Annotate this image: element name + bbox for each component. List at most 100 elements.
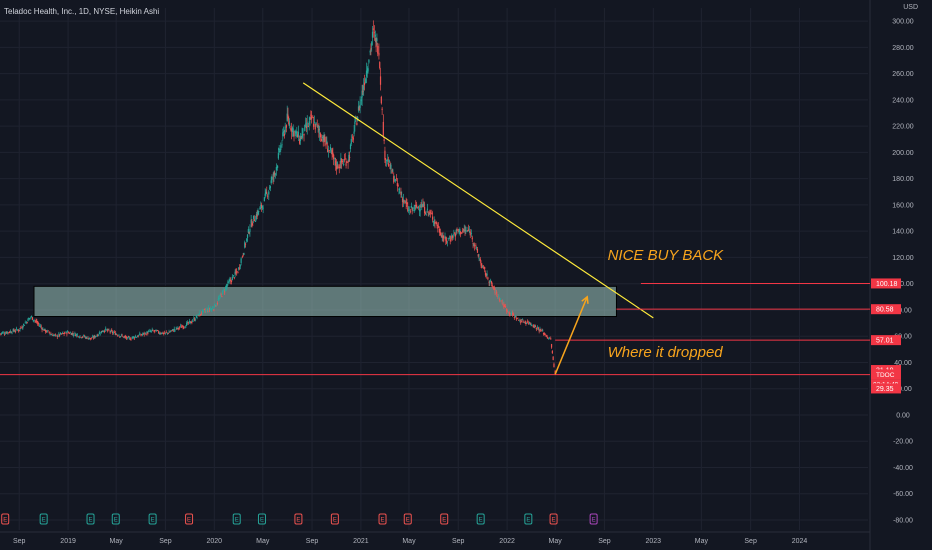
candle-body [363, 82, 366, 86]
candle-body [244, 242, 246, 248]
earnings-event-letter: E [151, 518, 155, 524]
candle-body [511, 312, 513, 314]
candle-body [282, 132, 284, 137]
y-tick-label: 40.00 [894, 360, 912, 367]
candle-body [336, 161, 338, 167]
candle-body [455, 229, 457, 233]
candle-body [507, 310, 509, 312]
candle-body [230, 280, 233, 283]
candle-body [200, 314, 202, 315]
candle-body [224, 287, 227, 291]
candle-body [69, 332, 72, 334]
earnings-event-icon [232, 513, 241, 525]
candle-body [210, 308, 213, 310]
candle-body [520, 321, 523, 323]
candle-body [371, 31, 374, 38]
candle-body [291, 128, 293, 132]
earnings-event-icon [1, 513, 10, 525]
candle-body [353, 131, 355, 134]
candle-body [229, 280, 231, 281]
y-tick-label: -20.00 [893, 439, 913, 446]
candle-body [513, 317, 515, 318]
candle-body [330, 150, 332, 151]
earnings-event-icon [378, 513, 387, 525]
candle-body [45, 330, 47, 333]
candle-body [401, 195, 403, 197]
candle-body [402, 199, 404, 202]
candle-body [97, 334, 100, 336]
candle-body [122, 336, 124, 338]
x-tick-label: 2022 [499, 538, 515, 545]
candle-body [129, 338, 131, 340]
earnings-event-letter: E [442, 518, 446, 524]
candle-body [158, 333, 161, 334]
candle-body [254, 220, 257, 222]
candle-body [3, 333, 6, 335]
candle-body [278, 148, 280, 150]
candle-body [78, 336, 80, 338]
candle-body [373, 32, 376, 34]
candle-body [476, 247, 478, 248]
candle-body [115, 333, 117, 335]
candle-body [227, 281, 229, 284]
candle-body [313, 121, 316, 123]
candle-body [233, 277, 235, 279]
earnings-event-letter: E [526, 518, 530, 524]
candle-body [403, 200, 405, 203]
x-tick-label: May [549, 538, 563, 545]
earnings-event-icon [294, 513, 303, 525]
candle-body [366, 70, 368, 74]
candle-body [79, 335, 81, 337]
candle-body [162, 332, 164, 334]
candle-body [171, 330, 173, 331]
earnings-event-letter: E [114, 518, 118, 524]
candle-body [61, 333, 63, 335]
candle-body [70, 333, 72, 336]
candle-body [138, 334, 140, 336]
candle-body [506, 308, 508, 312]
candle-body [544, 333, 546, 335]
candle-body [216, 304, 218, 306]
candle-body [351, 136, 354, 138]
candle-body [359, 101, 361, 109]
candle-body [198, 315, 200, 317]
candle-body [268, 187, 271, 189]
candle-body [84, 336, 86, 338]
candle-body [528, 321, 531, 323]
candle-body [465, 230, 467, 232]
candle-body [427, 211, 429, 213]
candle-body [327, 150, 330, 152]
candle-body [33, 320, 35, 321]
candle-body [286, 113, 288, 121]
candle-body [385, 158, 387, 161]
x-tick-label: May [695, 538, 709, 545]
candle-body [492, 287, 495, 289]
candle-body [23, 325, 26, 326]
candle-body [263, 197, 265, 202]
x-tick-label: Sep [744, 538, 757, 545]
candle-body [503, 303, 505, 308]
candle-body [326, 140, 328, 144]
candle-body [321, 139, 323, 142]
candle-body [261, 205, 263, 208]
candle-body [186, 322, 188, 326]
candle-body [158, 331, 160, 333]
candle-body [275, 167, 277, 171]
candle-body [299, 136, 302, 142]
candle-body [155, 329, 157, 331]
candle-body [397, 184, 399, 186]
candle-body [230, 280, 232, 281]
candle-body [540, 330, 542, 332]
candle-body [89, 338, 92, 339]
candle-body [319, 133, 322, 138]
candle-body [537, 327, 539, 329]
level-price-tag [871, 383, 901, 394]
candle-body [302, 128, 304, 134]
candle-body [374, 34, 376, 37]
candle-body [440, 232, 442, 236]
candle-body [534, 325, 536, 327]
candle-body [547, 337, 549, 339]
candle-body [352, 137, 354, 140]
candle-body [440, 234, 443, 238]
